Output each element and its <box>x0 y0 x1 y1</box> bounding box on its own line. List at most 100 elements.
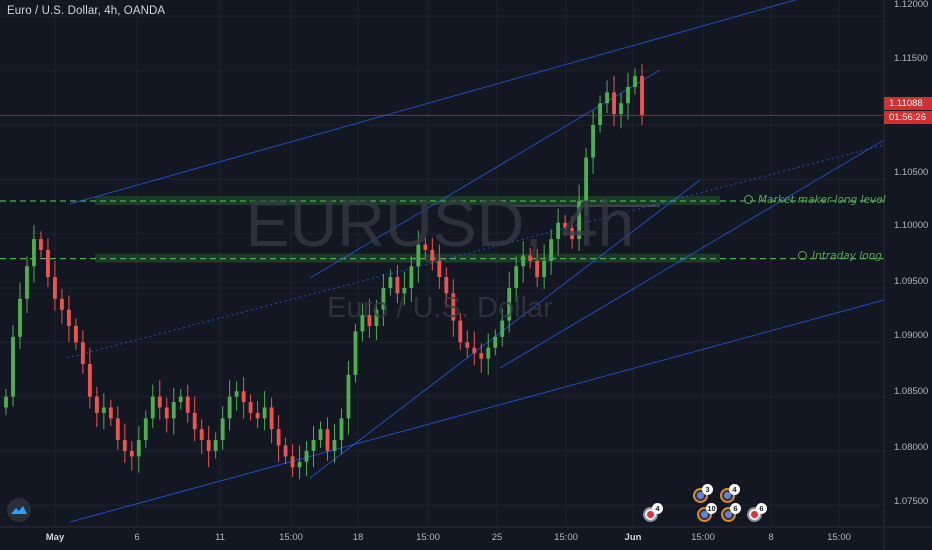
economic-event-icon[interactable]: 4 <box>643 503 663 522</box>
candle-body <box>472 347 477 354</box>
mountain-icon <box>11 506 27 514</box>
candle-body <box>178 396 183 403</box>
date-tick: 15:00 <box>416 532 440 543</box>
candle-body <box>395 277 400 294</box>
candle-body <box>4 396 8 408</box>
candle-body <box>59 298 64 310</box>
date-tick: 15:00 <box>827 532 851 543</box>
candle-body <box>325 429 330 451</box>
candle-body <box>11 336 15 397</box>
candle-body <box>346 374 351 419</box>
candle-body <box>192 412 197 430</box>
candle-body <box>227 396 232 419</box>
candle-body <box>423 244 428 250</box>
candle-body <box>332 440 337 451</box>
candle-body <box>108 407 113 419</box>
candle-body <box>619 103 623 115</box>
candle-body <box>367 315 372 326</box>
candle-body <box>143 418 148 441</box>
date-tick: 6 <box>134 532 140 543</box>
current-price-badge: 1.11088 <box>884 97 932 110</box>
date-tick: Jun <box>624 532 642 543</box>
economic-event-icon[interactable]: 3 <box>693 484 713 503</box>
candle-body <box>269 407 274 430</box>
candle-body <box>283 445 288 457</box>
economic-event-icon[interactable]: 4 <box>720 484 740 503</box>
candle-body <box>241 391 246 403</box>
date-tick: 15:00 <box>554 532 578 543</box>
price-tick: 1.12000 <box>894 0 929 10</box>
date-tick: 15:00 <box>279 532 303 543</box>
candle-body <box>234 391 239 397</box>
candle-body <box>381 287 386 310</box>
candle-body <box>633 76 637 87</box>
candle-body <box>486 347 491 359</box>
level-zones <box>0 196 884 263</box>
tradingview-logo[interactable] <box>7 498 31 522</box>
target-icon <box>798 251 807 260</box>
date-tick: 18 <box>352 532 364 543</box>
event-count: 3 <box>702 484 713 495</box>
event-count: 6 <box>756 503 767 514</box>
level-zone <box>95 196 720 206</box>
price-tick: 1.08500 <box>894 386 929 397</box>
candle-body <box>626 86 630 104</box>
candle-countdown-badge: 01:56:26 <box>884 111 932 124</box>
candle-body <box>612 92 616 115</box>
candle-body <box>605 92 609 104</box>
candle-body <box>304 450 309 462</box>
candle-body <box>213 440 218 451</box>
level-zone <box>95 253 720 263</box>
price-tick: 1.09500 <box>894 276 929 287</box>
price-tick: 1.10500 <box>894 167 929 178</box>
price-tick: 1.10000 <box>894 220 929 231</box>
candle-body <box>374 309 379 326</box>
candle-body <box>46 249 50 278</box>
candles <box>4 64 644 480</box>
candle-body <box>563 222 568 229</box>
economic-event-icon[interactable]: 6 <box>747 503 767 522</box>
candle-body <box>276 429 281 446</box>
price-tick: 1.08000 <box>894 442 929 453</box>
candle-body <box>115 418 120 441</box>
candle-body <box>25 266 29 299</box>
candle-body <box>591 124 595 158</box>
candle-body <box>339 418 344 441</box>
symbol-title[interactable]: Euro / U.S. Dollar, 4h, OANDA <box>7 5 166 17</box>
date-tick: 15:00 <box>691 532 715 543</box>
candle-body <box>437 260 442 278</box>
candle-body <box>409 266 414 288</box>
candle-body <box>39 239 43 250</box>
candle-body <box>53 277 57 299</box>
dotted-trendline <box>66 144 885 359</box>
candle-body <box>640 76 644 116</box>
candle-body <box>402 287 407 294</box>
price-tick: 1.07500 <box>894 496 929 507</box>
candle-body <box>18 298 22 337</box>
candle-body <box>479 353 484 359</box>
candle-body <box>360 315 365 332</box>
chart-grid <box>0 0 884 527</box>
candle-body <box>157 396 162 408</box>
candle-body <box>556 222 561 240</box>
price-tick: 1.11500 <box>894 53 928 64</box>
target-icon <box>744 195 753 204</box>
rising-trendline <box>499 139 885 369</box>
candle-body <box>542 260 547 278</box>
candle-body <box>185 396 190 413</box>
candle-body <box>549 239 554 261</box>
economic-event-icon[interactable]: 6 <box>721 503 741 522</box>
level-label-text: Market maker long level <box>758 194 886 206</box>
economic-event-icon[interactable]: 10 <box>697 503 717 522</box>
candle-body <box>87 364 92 397</box>
date-tick: 8 <box>768 532 774 543</box>
date-tick: 25 <box>491 532 503 543</box>
candle-body <box>570 228 575 240</box>
candle-body <box>32 239 36 267</box>
candle-body <box>451 293 456 321</box>
candle-body <box>465 342 470 348</box>
candle-body <box>73 325 78 343</box>
candle-body <box>584 157 589 202</box>
candle-body <box>535 260 540 278</box>
